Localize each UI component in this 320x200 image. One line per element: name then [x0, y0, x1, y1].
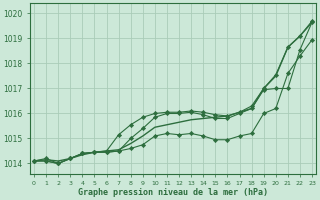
X-axis label: Graphe pression niveau de la mer (hPa): Graphe pression niveau de la mer (hPa)	[78, 188, 268, 197]
